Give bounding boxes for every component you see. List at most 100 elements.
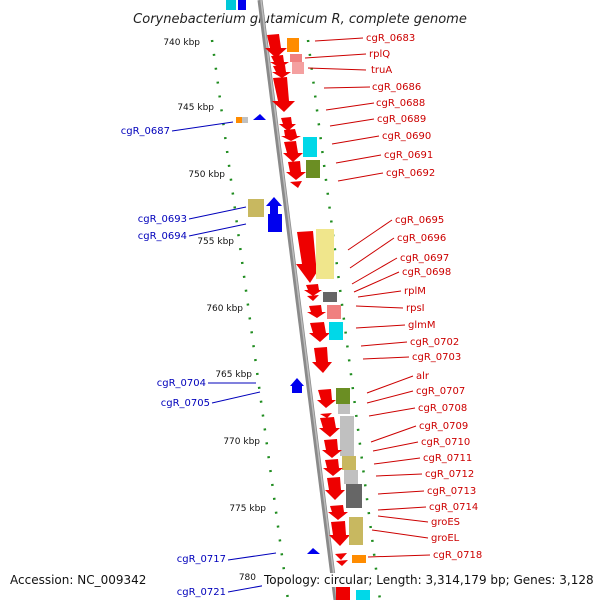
- gene-label: rplQ: [369, 49, 390, 60]
- gene-label: cgR_0702: [410, 337, 459, 348]
- gene-arrow: [290, 378, 304, 393]
- gene-label: truA: [371, 65, 392, 76]
- gene-arrow: [265, 34, 287, 58]
- gene-arrow: [304, 284, 322, 296]
- gene-block: [349, 517, 363, 545]
- gene-arrow: [320, 413, 332, 418]
- tick-label: 740 kbp: [163, 38, 200, 48]
- tick-label: 760 kbp: [206, 304, 243, 314]
- gene-label: cgR_0696: [397, 233, 446, 244]
- gene-arrow: [328, 505, 348, 520]
- reverse-genes: [236, 114, 320, 554]
- gene-label: groEL: [431, 533, 460, 544]
- accession-text: Accession: NC_009342: [10, 573, 151, 587]
- gene-arrow: [323, 459, 343, 476]
- gene-arrow: [336, 560, 348, 566]
- gene-block: [306, 160, 320, 178]
- forward-leaders: [304, 37, 431, 558]
- forward-label-text: cgR_0683 rplQ truA cgR_0686 cgR_0688 cgR…: [366, 33, 482, 561]
- gene-block: [303, 137, 317, 157]
- gene-block: [336, 388, 350, 404]
- genome-backbone-highlight: [260, 0, 338, 600]
- gene-arrow: [272, 77, 295, 112]
- gene-block: [342, 456, 356, 470]
- gene-label: cgR_0697: [400, 253, 449, 264]
- reverse-label-text: cgR_0687 cgR_0693 cgR_0694 cgR_0704 cgR_…: [121, 126, 226, 598]
- gene-label: cgR_0712: [425, 469, 474, 480]
- tick-label: 755 kbp: [197, 237, 234, 247]
- reverse-labels: [171, 121, 279, 593]
- tick-label: 780: [239, 573, 256, 583]
- gene-block: [290, 54, 302, 62]
- gene-arrow: [290, 181, 302, 188]
- tick-labels: 740 kbp 745 kbp 750 kbp 755 kbp 760 kbp …: [163, 38, 266, 583]
- gene-block: [236, 117, 242, 123]
- gene-block-top-2: [238, 0, 246, 10]
- gene-arrow: [286, 161, 306, 180]
- forward-genes: [265, 34, 370, 600]
- gene-arrow: [270, 55, 289, 68]
- tick-label: 745 kbp: [177, 103, 214, 113]
- gene-label: rplM: [404, 286, 426, 297]
- gene-label: cgR_0686: [372, 82, 421, 93]
- gene-label: cgR_0698: [402, 267, 451, 278]
- gene-label: cgR_0711: [423, 453, 472, 464]
- gene-block: [344, 470, 358, 484]
- tick-label: 750 kbp: [188, 170, 225, 180]
- gene-block: [338, 404, 350, 414]
- gene-arrow: [322, 439, 342, 458]
- gene-arrow: [266, 197, 282, 214]
- gene-label: cgR_0710: [421, 437, 470, 448]
- gene-arrow: [329, 521, 350, 546]
- gene-arrow: [307, 305, 326, 318]
- gene-arrow: [296, 231, 322, 283]
- gene-block: [346, 484, 362, 508]
- gene-block: [329, 322, 343, 340]
- gene-label: cgR_0713: [427, 486, 476, 497]
- gene-arrow: [279, 117, 296, 131]
- gene-label: cgR_0687: [121, 126, 170, 137]
- gene-label: cgR_0690: [382, 131, 431, 142]
- gene-arrow: [253, 114, 266, 120]
- gene-label: groES: [431, 517, 460, 528]
- gene-block: [356, 590, 370, 600]
- gene-block: [352, 555, 366, 563]
- gene-block: [316, 229, 334, 279]
- gene-label: alr: [416, 371, 430, 382]
- gene-label: cgR_0707: [416, 386, 465, 397]
- gene-block: [323, 292, 337, 302]
- gene-block: [242, 117, 248, 123]
- gene-label: cgR_0689: [377, 114, 426, 125]
- gene-block: [327, 305, 341, 319]
- tick-label: 770 kbp: [223, 437, 260, 447]
- gene-label: glmM: [408, 320, 436, 331]
- gene-arrow: [335, 553, 347, 560]
- gene-block: [292, 62, 304, 74]
- gene-arrow: [307, 295, 319, 301]
- gene-label: cgR_0717: [177, 554, 226, 565]
- gene-label: cgR_0718: [433, 550, 482, 561]
- gene-arrow: [307, 548, 320, 554]
- gene-block: [248, 199, 264, 217]
- gene-label: cgR_0714: [429, 502, 478, 513]
- gene-label: cgR_0703: [412, 352, 461, 363]
- gene-label: cgR_0708: [418, 403, 467, 414]
- gene-label: cgR_0693: [138, 214, 187, 225]
- gene-arrow: [272, 65, 291, 78]
- gene-label: cgR_0704: [157, 378, 206, 389]
- gene-label: cgR_0691: [384, 150, 433, 161]
- gene-label: rpsI: [406, 303, 425, 314]
- map-title: Corynebacterium glutamicum R, complete g…: [133, 12, 467, 27]
- gene-arrow: [309, 322, 330, 342]
- gene-block: [287, 38, 299, 52]
- tick-label: 765 kbp: [215, 370, 252, 380]
- genome-backbone: [257, 0, 339, 600]
- gene-arrow: [281, 129, 301, 141]
- topology-text: Topology: circular; Length: 3,314,179 bp…: [262, 573, 594, 587]
- gene-label: cgR_0692: [386, 168, 435, 179]
- gene-block-top: [226, 0, 236, 10]
- gene-label: cgR_0688: [376, 98, 425, 109]
- gene-arrow: [283, 141, 303, 162]
- gene-block: [268, 214, 282, 232]
